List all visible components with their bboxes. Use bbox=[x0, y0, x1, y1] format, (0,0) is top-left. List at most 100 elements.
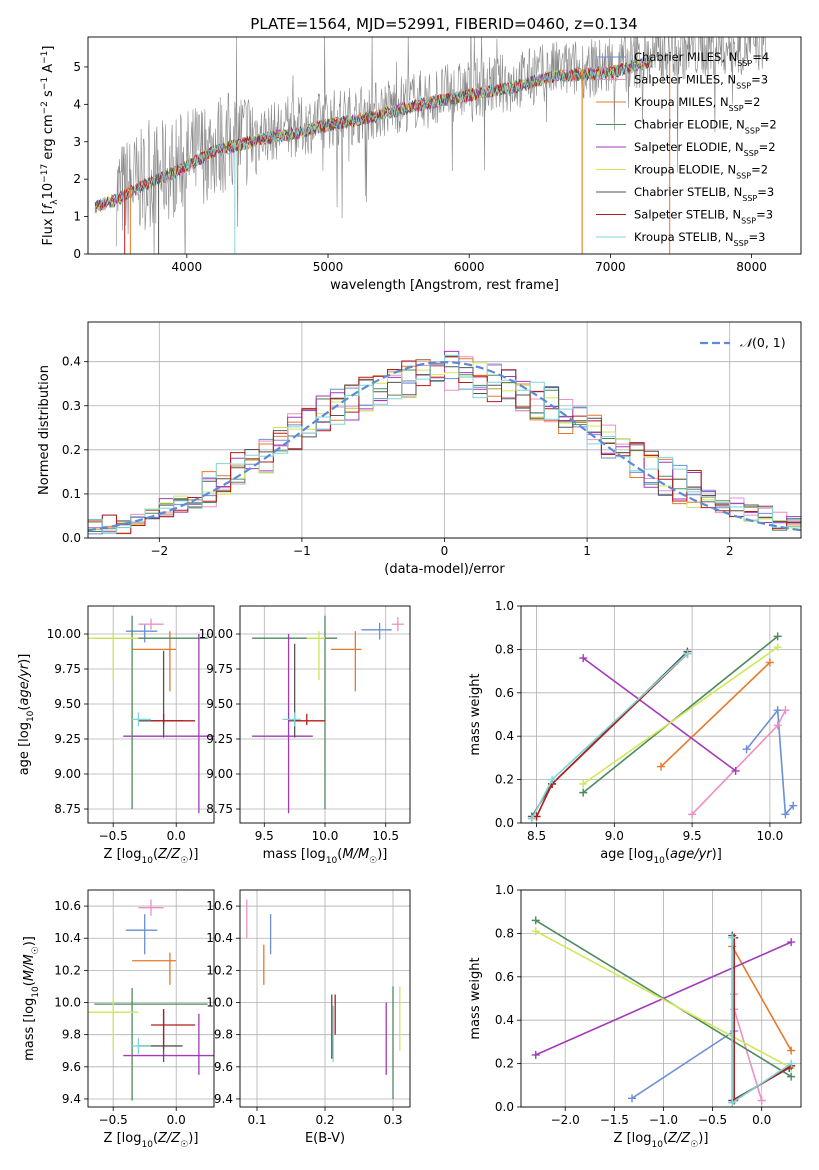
x-axis-label: mass [log10(M/M☉)] bbox=[263, 847, 388, 866]
errorbar-salpeter-miles bbox=[138, 618, 164, 630]
axes-frame bbox=[239, 889, 411, 1108]
weight-marker bbox=[781, 810, 790, 819]
x-tick-label: −0.5 bbox=[698, 1113, 727, 1127]
errorbar-kroupa-elodie bbox=[306, 631, 325, 681]
label-part: )] bbox=[377, 847, 387, 862]
x-axis-label: (data-model)/error bbox=[384, 562, 505, 577]
y-tick-label: 9.50 bbox=[54, 697, 81, 711]
y-tick-label: 1.0 bbox=[495, 883, 514, 897]
weight-line-chabrier-miles bbox=[628, 1027, 739, 1103]
weight-line bbox=[660, 661, 771, 768]
y-tick-label: 9.6 bbox=[214, 1060, 233, 1074]
histogram-kroupa-stelib bbox=[88, 354, 801, 534]
label-part: mass [log bbox=[22, 998, 37, 1061]
x-tick-label: −2 bbox=[150, 544, 168, 558]
weight-line-salpeter-miles bbox=[688, 706, 790, 819]
y-tick-label: 9.75 bbox=[206, 662, 233, 676]
x-tick-label: 9.0 bbox=[605, 829, 624, 843]
x-tick-label: 8.5 bbox=[527, 829, 546, 843]
x-tick-label: 0.2 bbox=[315, 1113, 334, 1127]
y-tick-label: 0.4 bbox=[495, 1013, 514, 1027]
legend-label-name: Kroupa MILES, N bbox=[634, 95, 729, 109]
legend-label-name: Kroupa ELODIE, N bbox=[634, 163, 736, 177]
label-part: s bbox=[41, 90, 56, 101]
weight-line bbox=[582, 635, 779, 794]
legend-label: Salpeter ELODIE, NSSP=2 bbox=[634, 140, 776, 158]
legend-label: Kroupa STELIB, NSSP=3 bbox=[634, 230, 765, 248]
y-tick-label: 9.25 bbox=[206, 732, 233, 746]
errorbar-kroupa-miles bbox=[132, 952, 177, 985]
y-tick-label: 0 bbox=[73, 247, 81, 261]
y-tick-label: 1 bbox=[73, 210, 81, 224]
weight-line bbox=[535, 930, 792, 1069]
y-tick-label: 9.4 bbox=[214, 1092, 233, 1106]
x-tick-label: 0.3 bbox=[383, 1113, 402, 1127]
label-part: ] bbox=[41, 46, 56, 51]
weight-marker bbox=[728, 933, 737, 942]
y-tick-label: 0.0 bbox=[495, 1100, 514, 1114]
label-part: )] bbox=[17, 654, 32, 664]
plot-area bbox=[88, 899, 214, 1101]
weight-marker bbox=[531, 927, 540, 936]
legend-label-sub: SSP bbox=[736, 81, 751, 90]
label-part: 10 bbox=[141, 856, 153, 866]
weight-marker bbox=[757, 1096, 766, 1105]
axes-spectrum: 4000 5000 6000 7000 8000 0 1 2 3 4 5 wavelength [An… bbox=[40, 36, 802, 293]
weight-line-salpeter-elodie bbox=[531, 938, 796, 1059]
axes-frame bbox=[87, 889, 215, 1108]
legend-label-name: Chabrier STELIB, N bbox=[634, 185, 742, 199]
y-tick-label: 9.4 bbox=[62, 1092, 81, 1106]
y-tick-label: 4 bbox=[73, 97, 81, 111]
label-part: 10 bbox=[31, 986, 41, 998]
y-tick-label: 1.0 bbox=[495, 599, 514, 613]
label-part: f bbox=[41, 202, 56, 209]
weight-line-kroupa-elodie bbox=[579, 643, 782, 788]
y-tick-label: 0.0 bbox=[495, 816, 514, 830]
x-tick-label: 0.0 bbox=[167, 1113, 186, 1127]
errorbar-salpeter-elodie bbox=[123, 1013, 214, 1075]
y-tick-label: 8.75 bbox=[54, 802, 81, 816]
x-tick-label: 0.0 bbox=[167, 829, 186, 843]
x-tick-label: 2 bbox=[726, 544, 734, 558]
label-part: mass weight bbox=[468, 673, 483, 755]
errorbar-salpeter-stelib bbox=[151, 713, 196, 725]
label-part: wavelength [Angstrom, rest frame] bbox=[330, 278, 559, 293]
label-part: )] bbox=[712, 847, 722, 862]
plot-area bbox=[94, 37, 766, 254]
label-part: age/yr bbox=[670, 847, 713, 862]
plot-area bbox=[531, 916, 796, 1107]
y-tick-label: 0.2 bbox=[495, 1057, 514, 1071]
label-part: 10 bbox=[26, 710, 36, 722]
errorbar-kroupa-elodie bbox=[88, 996, 139, 1051]
y-tick-label: 9.8 bbox=[214, 1028, 233, 1042]
data-spectrum-line bbox=[115, 37, 766, 254]
x-axis-label: Z [log10(Z/Z☉)] bbox=[614, 1131, 709, 1150]
weight-line bbox=[733, 937, 792, 1102]
y-tick-label: 0.6 bbox=[495, 686, 514, 700]
weight-marker bbox=[787, 1046, 796, 1055]
label-part: 10 bbox=[41, 183, 56, 200]
y-tick-label: 0.6 bbox=[495, 970, 514, 984]
x-tick-label: −0.5 bbox=[99, 1113, 128, 1127]
weight-marker bbox=[531, 1050, 540, 1059]
label-part: )] bbox=[22, 936, 37, 946]
axes-mass-ebv: 0.1 0.2 0.3 9.4 9.6 9.8 10.0 10.2 10.4 10.6 E(B-V) bbox=[206, 889, 411, 1146]
axes-residuals: −2 −1 0 1 2 0.0 0.1 0.2 0.3 0.4 (data-model)/error… bbox=[37, 321, 802, 577]
legend-label-sub: SSP bbox=[729, 104, 744, 113]
label-part: M/M bbox=[22, 954, 37, 981]
errorbar-kroupa-miles bbox=[132, 631, 177, 692]
x-tick-label: −1.5 bbox=[600, 1113, 629, 1127]
x-tick-label: 7000 bbox=[595, 260, 626, 274]
weight-line bbox=[733, 994, 763, 1101]
legend-label-sub: SSP bbox=[736, 171, 751, 180]
legend-label-sub: SSP bbox=[741, 216, 756, 225]
weight-marker bbox=[579, 654, 588, 663]
weight-marker bbox=[773, 706, 782, 715]
weight-marker bbox=[731, 766, 740, 775]
y-tick-label: 9.25 bbox=[54, 732, 81, 746]
y-tick-label: 9.50 bbox=[206, 697, 233, 711]
weight-marker bbox=[579, 779, 588, 788]
weight-line-salpeter-miles bbox=[730, 990, 766, 1105]
